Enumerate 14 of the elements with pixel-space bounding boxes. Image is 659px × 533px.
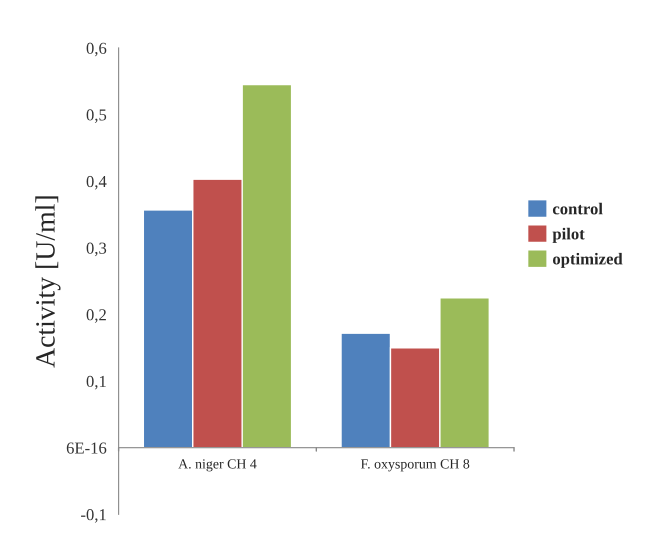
y-axis-title: Activity [U/ml] (35, 196, 61, 368)
y-tick-label: 0,3 (86, 242, 106, 256)
y-tick-label: -0,1 (81, 509, 106, 523)
x-tick-label: F. oxysporum CH 8 (360, 459, 470, 472)
y-tick-label: 0,4 (86, 176, 107, 190)
y-tick-label: 0,5 (86, 109, 106, 123)
x-tick-label: A. niger CH 4 (178, 459, 257, 472)
y-tick-label: 6E-16 (66, 442, 106, 454)
legend-label: pilot (552, 228, 585, 243)
y-tick-label: 0,1 (86, 376, 106, 390)
y-tick-label: 0,2 (86, 309, 106, 323)
legend-label: optimized (552, 252, 623, 268)
y-tick-label: 0,6 (86, 42, 106, 56)
legend-label: control (552, 202, 603, 214)
